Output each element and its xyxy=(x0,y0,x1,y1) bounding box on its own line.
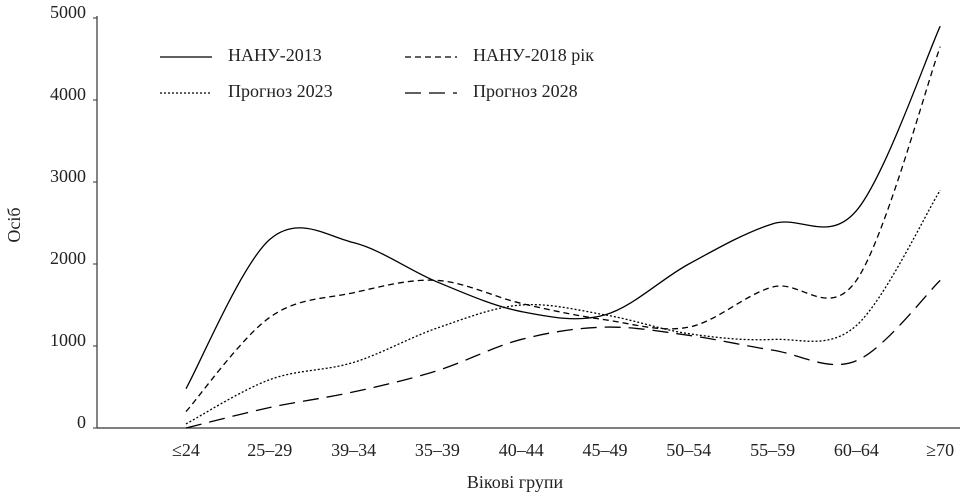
line xyxy=(185,25,941,389)
x-tick-label: 50–54 xyxy=(666,440,711,460)
legend-label: Прогноз 2023 xyxy=(228,81,333,101)
x-tick-label: 45–49 xyxy=(583,440,628,460)
x-tick-label: 39–34 xyxy=(331,440,376,460)
line xyxy=(185,279,941,429)
x-tick-label: 60–64 xyxy=(834,440,879,460)
x-tick-label: 35–39 xyxy=(415,440,460,460)
y-tick-label: 0 xyxy=(77,412,86,432)
x-tick-label: 55–59 xyxy=(750,440,795,460)
x-tick-label: ≥70 xyxy=(926,440,954,460)
y-tick-label: 1000 xyxy=(50,330,86,350)
legend-label: Прогноз 2028 xyxy=(473,81,578,101)
legend-label: НАНУ-2013 xyxy=(228,45,322,65)
legend-label: НАНУ-2018 рік xyxy=(473,45,594,65)
x-tick-label: ≤24 xyxy=(172,440,200,460)
x-tick-label: 40–44 xyxy=(499,440,544,460)
x-tick-label: 25–29 xyxy=(247,440,292,460)
line xyxy=(185,189,941,425)
y-tick-label: 5000 xyxy=(50,2,86,22)
y-axis-label: Осіб xyxy=(4,207,24,242)
line xyxy=(185,46,941,413)
y-tick-label: 4000 xyxy=(50,84,86,104)
y-tick-label: 3000 xyxy=(50,166,86,186)
y-tick-label: 2000 xyxy=(50,248,86,268)
x-axis-label: Вікові групи xyxy=(467,472,564,492)
